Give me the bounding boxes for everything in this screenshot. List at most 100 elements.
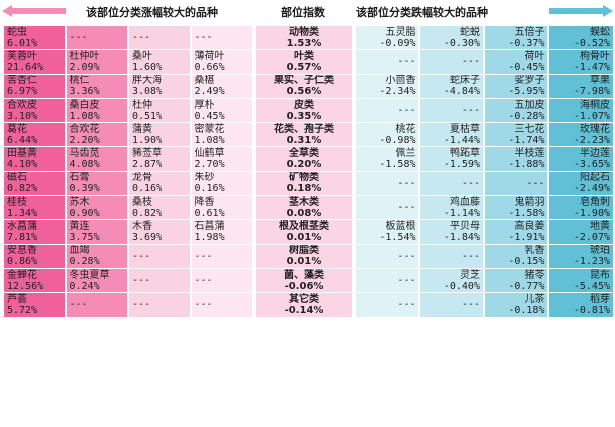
loser-cell: 板蓝根 -1.54%	[356, 220, 419, 245]
category-label: 树脂类	[289, 245, 319, 257]
loser-cell: 三七花 -1.74%	[484, 123, 548, 148]
herb-name: ---	[461, 56, 480, 68]
herb-name: 乳香	[524, 245, 545, 257]
herb-name: 桑椹	[194, 75, 215, 87]
herb-name: 蛇蜕	[459, 26, 480, 38]
table-row: 其它类 -0.14%	[256, 293, 352, 318]
gainer-cell: 黄连 3.75%	[66, 220, 127, 245]
index-value: 0.31%	[286, 134, 322, 146]
loser-cell: 半边莲 -3.65%	[549, 147, 613, 172]
change-value: 6.01%	[7, 37, 38, 49]
herb-name: ---	[194, 299, 213, 311]
change-value: 0.24%	[69, 280, 100, 292]
herb-name: ---	[397, 299, 416, 311]
change-value: 0.61%	[194, 207, 225, 219]
category-label: 根及根茎类	[279, 221, 329, 233]
change-value: 2.49%	[194, 86, 225, 98]
table-row: 花类、孢子类 0.31%	[256, 123, 352, 148]
loser-cell: 蛇床子 -4.84%	[420, 74, 483, 99]
gainer-cell: 桂枝 1.34%	[4, 196, 65, 221]
table-row: --- 灵芝 -0.40% 猪苓 -0.77% 昆布 -5.45%	[356, 268, 613, 294]
category-label: 动物类	[289, 26, 319, 38]
change-value: 6.97%	[7, 86, 38, 98]
loser-cell: ---	[356, 98, 419, 124]
change-value: -1.88%	[508, 159, 545, 171]
table-row: 芙蓉叶 21.64% 杜仲叶 2.09% 桑叶 1.60% 薄荷叶 0.66%	[4, 50, 252, 75]
loser-cell: 地黄 -2.07%	[549, 220, 613, 245]
herb-name: ---	[132, 275, 151, 287]
herb-name: ---	[397, 202, 416, 214]
herb-name: 平贝母	[449, 221, 480, 233]
category-label: 茎木类	[289, 196, 319, 208]
loser-cell: 稻芽 -0.81%	[549, 293, 613, 318]
herb-name: 蛇虫	[7, 26, 27, 38]
category-index-cell: 菌、藻类 -0.06%	[256, 268, 352, 294]
herb-name: 厚朴	[194, 99, 215, 111]
gainer-cell: 仙鹤草 2.70%	[191, 147, 252, 172]
herb-name: 皂角刺	[580, 196, 610, 208]
herb-name: 木香	[132, 221, 152, 233]
gainer-cell: 胖大海 3.08%	[129, 74, 190, 99]
gainer-cell: 安息香 0.86%	[4, 244, 65, 269]
table-row: --- --- 五加皮 -0.28% 海桐皮 -1.07%	[356, 98, 613, 124]
table-row: 叶类 0.57%	[256, 50, 352, 75]
loser-cell: ---	[420, 171, 483, 197]
herb-name: 昆布	[590, 269, 610, 281]
category-index-cell: 茎木类 0.08%	[256, 196, 352, 221]
herb-name: 马齿苋	[69, 148, 100, 160]
change-value: 1.98%	[194, 232, 225, 244]
category-label: 果实、子仁类	[274, 75, 334, 87]
herb-name: 血竭	[69, 245, 90, 257]
herb-name: 胖大海	[132, 75, 162, 87]
change-value: 1.34%	[7, 207, 38, 219]
change-value: 2.20%	[69, 134, 100, 146]
change-value: -0.77%	[508, 280, 545, 292]
change-value: 3.69%	[132, 232, 163, 244]
table-row: 全草类 0.20%	[256, 147, 352, 172]
herb-name: 儿茶	[524, 293, 545, 305]
herb-name: ---	[397, 105, 416, 117]
herb-name: 阳起石	[580, 172, 610, 184]
gainer-cell: 豨莶草 2.87%	[129, 147, 190, 172]
loser-cell: 灵芝 -0.40%	[420, 268, 483, 294]
herb-name: 琥珀	[590, 245, 610, 257]
herb-name: 桑枝	[132, 196, 152, 208]
table-row: 葛花 6.44% 合欢花 2.20% 蒲黄 1.90% 密蒙花 1.08%	[4, 123, 252, 148]
change-value: 0.90%	[69, 207, 100, 219]
change-value: 0.45%	[194, 110, 225, 122]
gainer-cell: 桑椹 2.49%	[191, 74, 252, 99]
category-label: 矿物类	[289, 172, 319, 184]
table-row: --- --- --- 阳起石 -2.49%	[356, 171, 613, 197]
change-value: -2.07%	[573, 232, 610, 244]
herb-name: ---	[69, 299, 88, 311]
change-value: -2.49%	[573, 183, 610, 195]
herb-name: 半枝莲	[514, 148, 545, 160]
change-value: -2.23%	[573, 134, 610, 146]
table-row: 合欢皮 3.10% 桑白皮 1.08% 杜仲 0.51% 厚朴 0.45%	[4, 98, 252, 124]
category-index-cell: 其它类 -0.14%	[256, 293, 352, 318]
herb-name: 豨莶草	[132, 148, 162, 160]
gainer-cell: 冬虫夏草 0.24%	[66, 268, 127, 294]
loser-cell: ---	[356, 196, 419, 221]
loser-cell: ---	[420, 293, 483, 318]
change-value: -1.74%	[508, 134, 545, 146]
herb-name: 灵芝	[459, 269, 480, 281]
index-value: 0.20%	[286, 159, 322, 171]
gainer-cell: 降香 0.61%	[191, 196, 252, 221]
table-row: 田基黄 4.10% 马齿苋 4.08% 豨莶草 2.87% 仙鹤草 2.70%	[4, 147, 252, 172]
category-label: 皮类	[294, 99, 314, 111]
herb-name: ---	[461, 177, 480, 189]
change-value: 2.09%	[69, 61, 100, 73]
herb-name: 玫瑰花	[580, 123, 610, 135]
category-index-cell: 皮类 0.35%	[256, 98, 352, 124]
change-value: -0.18%	[508, 304, 545, 316]
loser-cell: 玫瑰花 -2.23%	[549, 123, 613, 148]
herb-name: 五灵脂	[385, 26, 416, 38]
change-value: -7.98%	[573, 86, 610, 98]
herb-name: 葛花	[7, 123, 27, 135]
gainer-cell: 葛花 6.44%	[4, 123, 65, 148]
herb-name: 石菖蒲	[194, 221, 225, 233]
gainer-cell: 合欢花 2.20%	[66, 123, 127, 148]
category-index-cell: 全草类 0.20%	[256, 147, 352, 172]
losers-header-title: 该部位分类跌幅较大的品种	[356, 6, 488, 19]
